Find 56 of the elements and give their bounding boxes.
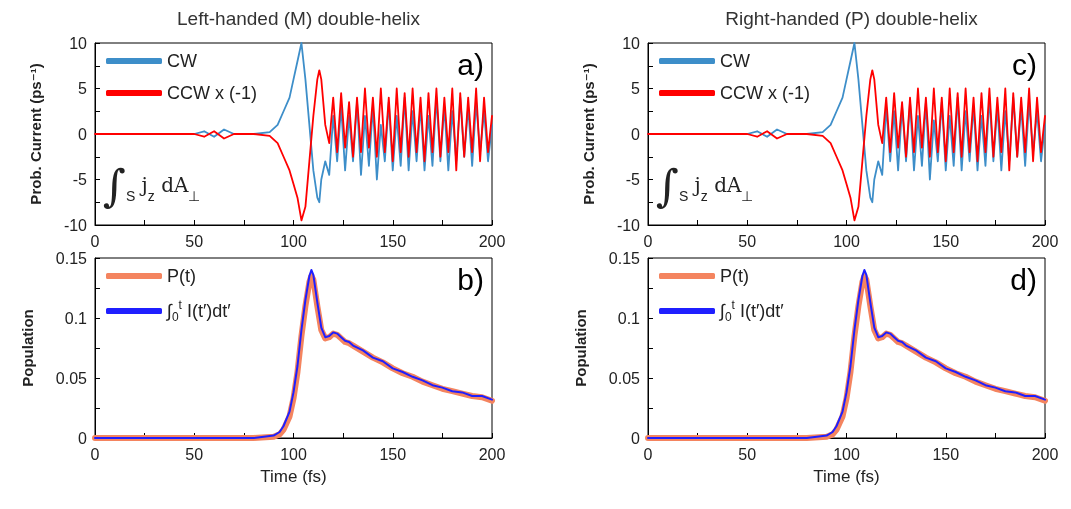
x-tick-label: 50 xyxy=(738,445,757,463)
y-tick-label: -5 xyxy=(625,171,641,188)
legend-label: CW xyxy=(167,51,197,71)
x-tick-label: 100 xyxy=(280,445,307,463)
x-tick-label: 200 xyxy=(1031,232,1059,250)
x-tick-label: 200 xyxy=(1031,445,1059,463)
x-tick-label: 100 xyxy=(280,232,307,250)
x-tick-label: 200 xyxy=(478,232,506,250)
x-tick-label: 0 xyxy=(90,445,100,463)
y-tick-label: 0 xyxy=(631,125,641,143)
legend-label: CW xyxy=(720,51,750,71)
x-tick-label: 100 xyxy=(833,232,860,250)
x-tick-label: 150 xyxy=(932,232,960,250)
x-tick-label: 200 xyxy=(478,445,506,463)
y-axis-title: Prob. Current (ps⁻¹) xyxy=(580,63,597,205)
annotation: d) xyxy=(1010,262,1038,296)
x-axis-title: Time (fs) xyxy=(813,467,880,486)
y-tick-label: 10 xyxy=(622,34,641,52)
y-tick-label: 0.05 xyxy=(608,369,641,387)
y-tick-label: -5 xyxy=(72,171,88,188)
x-tick-label: 0 xyxy=(90,232,100,250)
chart-title: Left-handed (M) double-helix xyxy=(177,8,421,29)
legend-label: CCW x (-1) xyxy=(720,83,810,103)
x-axis-title: Time (fs) xyxy=(260,467,327,486)
x-tick-label: 0 xyxy=(643,232,653,250)
y-tick-label: -10 xyxy=(616,216,641,234)
y-tick-label: 10 xyxy=(69,34,88,52)
y-tick-label: 0.15 xyxy=(55,249,88,267)
y-tick-label: 0.1 xyxy=(617,309,641,327)
y-tick-label: 0 xyxy=(78,125,88,143)
annotation: c) xyxy=(1012,47,1038,81)
legend-label: P(t) xyxy=(167,266,196,286)
x-tick-label: 50 xyxy=(738,232,757,250)
y-tick-label: 0 xyxy=(631,429,641,447)
annotation: a) xyxy=(457,47,485,81)
y-tick-label: 5 xyxy=(631,80,641,97)
x-tick-label: 100 xyxy=(833,445,860,463)
y-tick-label: 0.15 xyxy=(608,249,641,267)
legend-label: P(t) xyxy=(720,266,749,286)
y-tick-label: 5 xyxy=(78,80,88,97)
x-tick-label: 50 xyxy=(185,232,204,250)
y-tick-label: 0 xyxy=(78,429,88,447)
x-tick-label: 150 xyxy=(932,445,960,463)
y-axis-title: Population xyxy=(572,309,589,387)
x-tick-label: 50 xyxy=(185,445,204,463)
y-axis-title: Prob. Current (ps⁻¹) xyxy=(27,63,44,205)
x-tick-label: 0 xyxy=(643,445,653,463)
annotation: b) xyxy=(457,262,485,296)
x-tick-label: 150 xyxy=(379,232,407,250)
legend-label: CCW x (-1) xyxy=(167,83,257,103)
x-tick-label: 150 xyxy=(379,445,407,463)
y-tick-label: 0.1 xyxy=(64,309,88,327)
y-axis-title: Population xyxy=(19,309,36,387)
y-tick-label: -10 xyxy=(63,216,88,234)
chart-title: Right-handed (P) double-helix xyxy=(725,8,979,29)
y-tick-label: 0.05 xyxy=(55,369,88,387)
